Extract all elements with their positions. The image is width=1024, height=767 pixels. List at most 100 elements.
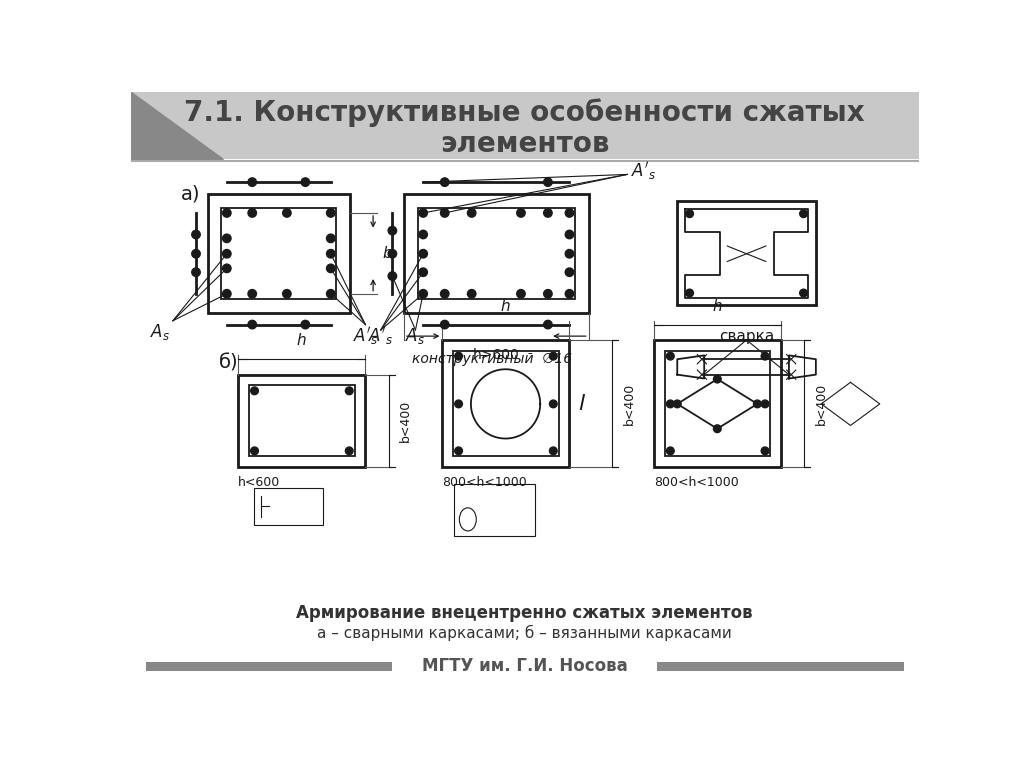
Circle shape [565,268,573,276]
Circle shape [191,268,201,276]
Text: h: h [297,334,306,348]
Circle shape [191,249,201,258]
Text: $A'_s$: $A'_s$ [369,325,393,347]
Circle shape [248,178,256,186]
Circle shape [565,209,573,217]
Text: сварка: сварка [719,328,774,344]
Text: $A'_s$: $A'_s$ [631,160,656,182]
Circle shape [800,210,807,218]
Circle shape [222,290,231,298]
Bar [665,351,770,456]
Bar [208,194,350,313]
Circle shape [754,400,761,408]
Text: Армирование внецентренно сжатых элементов: Армирование внецентренно сжатых элементо… [297,604,753,622]
Circle shape [222,249,231,258]
Bar [657,662,903,671]
Circle shape [191,230,201,239]
Circle shape [714,425,721,433]
Circle shape [222,209,231,217]
Circle shape [283,290,291,298]
Polygon shape [788,355,816,378]
Circle shape [674,400,681,408]
Bar [442,340,569,467]
Text: конструктивный  ∅16: конструктивный ∅16 [412,352,571,366]
Circle shape [419,230,427,239]
Text: b: b [382,246,392,262]
Circle shape [251,387,258,395]
Text: l: l [579,394,585,414]
Circle shape [440,321,449,329]
Text: h: h [713,299,722,314]
Bar [221,208,336,299]
Circle shape [388,272,396,280]
Circle shape [248,209,256,217]
Circle shape [565,230,573,239]
Circle shape [301,321,309,329]
Text: $A_s$: $A_s$ [406,326,426,346]
Polygon shape [131,92,223,159]
Text: h<600: h<600 [239,476,281,489]
Circle shape [419,249,427,258]
Circle shape [455,447,463,455]
Circle shape [761,400,769,408]
Circle shape [388,249,396,258]
Circle shape [440,209,449,217]
Circle shape [301,178,309,186]
Circle shape [686,210,693,218]
Bar [454,351,559,456]
Circle shape [345,387,353,395]
Bar [403,194,589,313]
Circle shape [544,321,552,329]
Circle shape [761,447,769,455]
Text: b<400: b<400 [815,383,828,425]
Circle shape [327,290,335,298]
Circle shape [327,264,335,272]
Circle shape [248,290,256,298]
Circle shape [550,447,557,455]
Circle shape [327,234,335,242]
Circle shape [565,249,573,258]
Circle shape [440,178,449,186]
Text: $A_s$: $A_s$ [150,322,170,342]
Circle shape [550,400,557,408]
Text: МГТУ им. Г.И. Носова: МГТУ им. Г.И. Носова [422,657,628,676]
Bar [254,488,323,525]
Circle shape [455,400,463,408]
Circle shape [345,447,353,455]
Circle shape [467,290,476,298]
Text: 7.1. Конструктивные особенности сжатых: 7.1. Конструктивные особенности сжатых [184,98,865,127]
Text: $A'_s$: $A'_s$ [353,325,378,347]
Circle shape [761,352,769,360]
Text: b<400: b<400 [399,400,413,442]
Circle shape [419,209,427,217]
Circle shape [667,352,674,360]
Circle shape [440,290,449,298]
Bar [677,202,816,305]
Circle shape [222,234,231,242]
Circle shape [800,289,807,297]
Circle shape [544,178,552,186]
Circle shape [667,400,674,408]
Bar [239,374,366,467]
Text: а): а) [180,184,200,203]
Ellipse shape [460,508,476,531]
Text: b<400: b<400 [623,383,636,425]
Circle shape [455,352,463,360]
Polygon shape [677,355,705,378]
Bar [418,208,574,299]
Circle shape [248,321,256,329]
Bar [131,92,920,159]
Text: 800<h<1000: 800<h<1000 [654,476,739,489]
Text: а – сварными каркасами; б – вязанными каркасами: а – сварными каркасами; б – вязанными ка… [317,624,732,640]
Bar [249,385,354,456]
Circle shape [544,209,552,217]
Bar [454,484,535,536]
Text: h>600: h>600 [473,348,520,363]
Circle shape [565,290,573,298]
Circle shape [714,375,721,383]
Circle shape [517,209,525,217]
Text: 800<h<1000: 800<h<1000 [442,476,527,489]
Circle shape [419,268,427,276]
Bar [654,340,781,467]
Text: элементов: элементов [440,130,609,158]
